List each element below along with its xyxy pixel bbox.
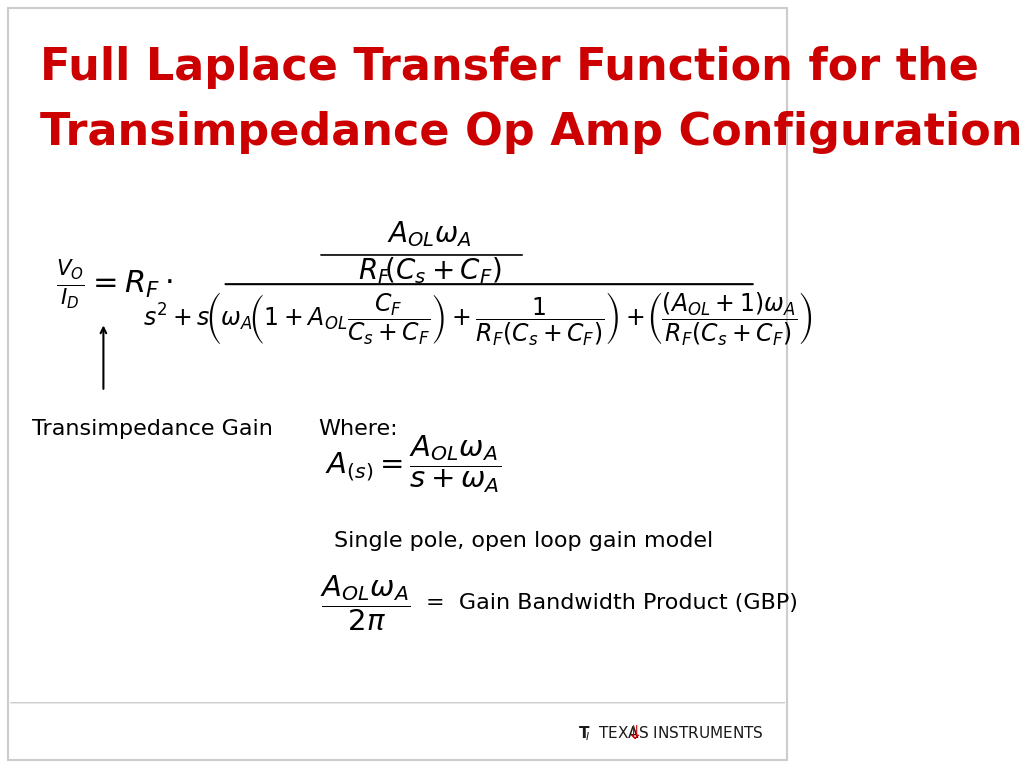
- Text: $A_{OL}\omega_A$: $A_{OL}\omega_A$: [387, 220, 472, 249]
- Text: =  Gain Bandwidth Product (GBP): = Gain Bandwidth Product (GBP): [426, 593, 798, 613]
- Text: $\Downarrow$: $\Downarrow$: [624, 724, 641, 743]
- Text: $R_F\!\left(C_s+C_F\right)$: $R_F\!\left(C_s+C_F\right)$: [357, 255, 502, 286]
- Text: Single pole, open loop gain model: Single pole, open loop gain model: [334, 531, 714, 551]
- Text: Where:: Where:: [318, 419, 397, 439]
- Text: Transimpedance Op Amp Configuration: Transimpedance Op Amp Configuration: [40, 111, 1022, 154]
- Text: $A_{(s)} = \dfrac{A_{OL}\omega_A}{s + \omega_A}$: $A_{(s)} = \dfrac{A_{OL}\omega_A}{s + \o…: [326, 434, 502, 495]
- Text: $\dfrac{A_{OL}\omega_A}{2\pi}$: $\dfrac{A_{OL}\omega_A}{2\pi}$: [321, 573, 412, 633]
- Text: $\frac{V_O}{I_D} = R_F \cdot$: $\frac{V_O}{I_D} = R_F \cdot$: [55, 258, 173, 310]
- Text: Full Laplace Transfer Function for the: Full Laplace Transfer Function for the: [40, 46, 979, 89]
- Text: $s^2 + s\!\left(\omega_A\!\left(1+A_{OL}\dfrac{C_F}{C_s+C_F}\right)+\dfrac{1}{R_: $s^2 + s\!\left(\omega_A\!\left(1+A_{OL}…: [142, 290, 812, 348]
- Text: $\mathbf{T}_{\!\!I}$  TEXAS INSTRUMENTS: $\mathbf{T}_{\!\!I}$ TEXAS INSTRUMENTS: [578, 724, 764, 743]
- Text: Transimpedance Gain: Transimpedance Gain: [32, 419, 272, 439]
